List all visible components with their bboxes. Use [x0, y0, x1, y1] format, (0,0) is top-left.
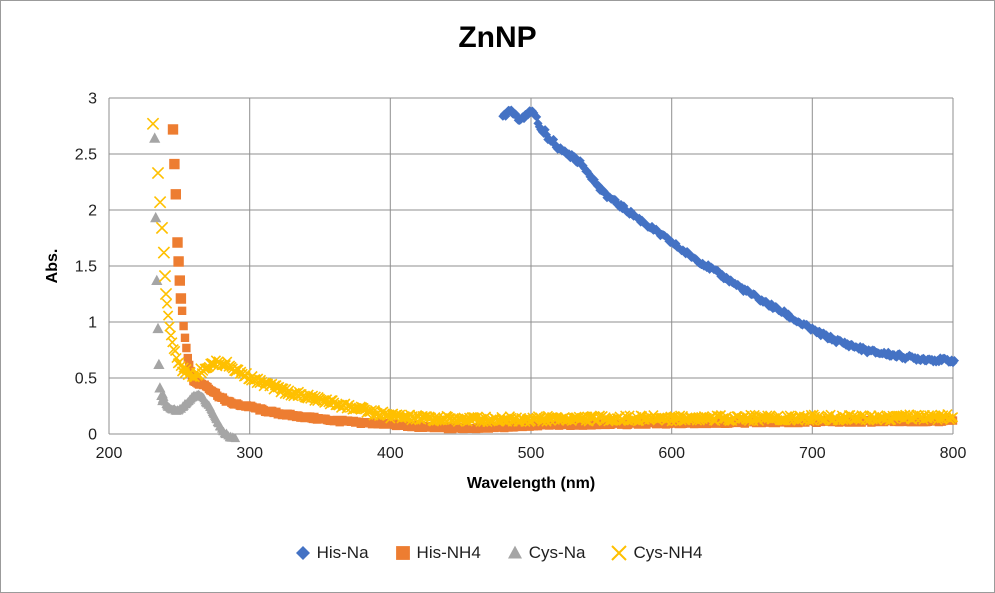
chart-title: ZnNP: [458, 21, 537, 54]
y-tick-label: 3: [88, 91, 97, 108]
legend: His-Na His-NH4 Cys-Na Cys-NH4: [1, 543, 994, 563]
legend-label: Cys-Na: [528, 543, 586, 562]
legend-item-His-NH4: His-NH4: [393, 543, 481, 563]
x-tick-label: 600: [658, 445, 685, 462]
y-tick-label: 1: [88, 315, 97, 332]
y-axis-title: Abs.: [44, 248, 61, 284]
legend-label: His-NH4: [416, 543, 481, 562]
y-tick-label: 0: [88, 427, 97, 444]
x-tick-label: 800: [940, 445, 967, 462]
data-points: [146, 117, 959, 428]
triangle-legend-marker-icon: [507, 545, 522, 559]
x-axis-title: Wavelength (nm): [466, 475, 596, 492]
series-Cys-NH4: [146, 117, 959, 428]
x-tick-label: 300: [236, 445, 263, 462]
legend-item-His-Na: His-Na: [293, 543, 369, 563]
y-tick-label: 1.5: [75, 259, 97, 276]
series-His-NH4: [167, 124, 958, 434]
legend-item-Cys-NH4: Cys-NH4: [609, 543, 702, 563]
data-points: [498, 105, 959, 368]
x-tick-label: 200: [96, 445, 123, 462]
diamond-legend-marker-icon: [295, 546, 310, 560]
x-tick-label: 700: [799, 445, 826, 462]
y-tick-label: 2: [88, 203, 97, 220]
legend-item-Cys-Na: Cys-Na: [505, 543, 586, 563]
x-tick-label: 500: [518, 445, 545, 462]
x-tick-label: 400: [377, 445, 404, 462]
data-points: [167, 124, 958, 434]
y-tick-label: 0.5: [75, 371, 97, 388]
legend-label: His-Na: [316, 543, 369, 562]
square-legend-marker-icon: [395, 546, 410, 560]
x-legend-marker-icon: [611, 545, 628, 561]
series-His-Na: [498, 105, 959, 368]
legend-label: Cys-NH4: [633, 543, 703, 562]
y-tick-label: 2.5: [75, 147, 97, 164]
